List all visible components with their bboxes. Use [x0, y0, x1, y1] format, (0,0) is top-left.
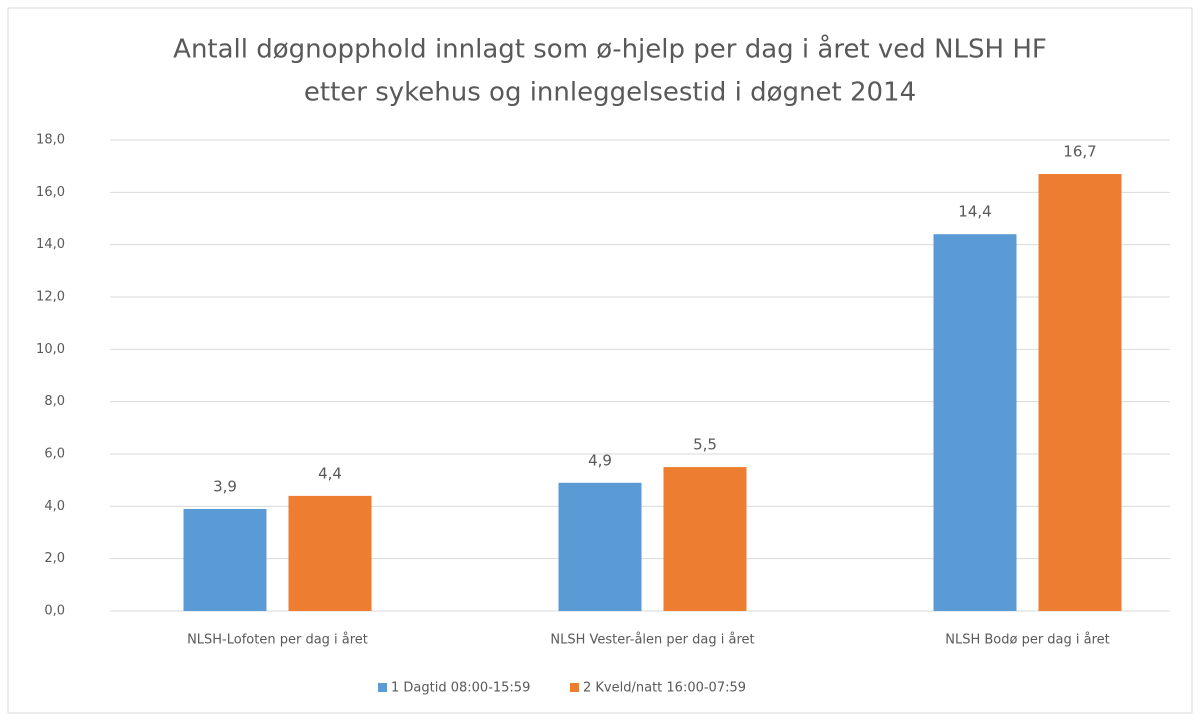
- bar: [183, 508, 267, 611]
- data-label: 4,9: [588, 451, 612, 469]
- x-tick-label: NLSH Bodø per dag i året: [945, 633, 1110, 648]
- data-label: 5,5: [693, 436, 717, 454]
- y-tick-label: 18,0: [36, 133, 65, 148]
- bar: [663, 467, 747, 611]
- legend-swatch: [570, 683, 579, 692]
- y-tick-label: 16,0: [36, 185, 65, 200]
- y-tick-label: 2,0: [44, 551, 65, 566]
- x-tick-label: NLSH-Lofoten per dag i året: [187, 633, 368, 648]
- bar: [288, 495, 372, 611]
- y-tick-label: 6,0: [44, 447, 65, 462]
- data-label: 14,4: [958, 203, 991, 221]
- y-tick-label: 4,0: [44, 499, 65, 514]
- y-tick-label: 0,0: [44, 604, 65, 619]
- x-tick-label: NLSH Vester-ålen per dag i året: [550, 633, 754, 648]
- bar: [558, 482, 642, 611]
- y-tick-label: 10,0: [36, 342, 65, 357]
- y-tick-label: 12,0: [36, 290, 65, 305]
- y-tick-label: 14,0: [36, 237, 65, 252]
- legend-swatch: [378, 683, 387, 692]
- y-tick-label: 8,0: [44, 394, 65, 409]
- chart-title: etter sykehus og innleggelsestid i døgne…: [304, 78, 916, 108]
- data-label: 16,7: [1063, 143, 1096, 161]
- bar: [933, 234, 1017, 611]
- legend-label: 2 Kveld/natt 16:00-07:59: [583, 681, 746, 696]
- legend-label: 1 Dagtid 08:00-15:59: [391, 681, 530, 696]
- bar: [1038, 174, 1122, 611]
- chart-title: Antall døgnopphold innlagt som ø-hjelp p…: [173, 34, 1047, 65]
- data-label: 3,9: [213, 477, 237, 495]
- data-label: 4,4: [318, 464, 342, 482]
